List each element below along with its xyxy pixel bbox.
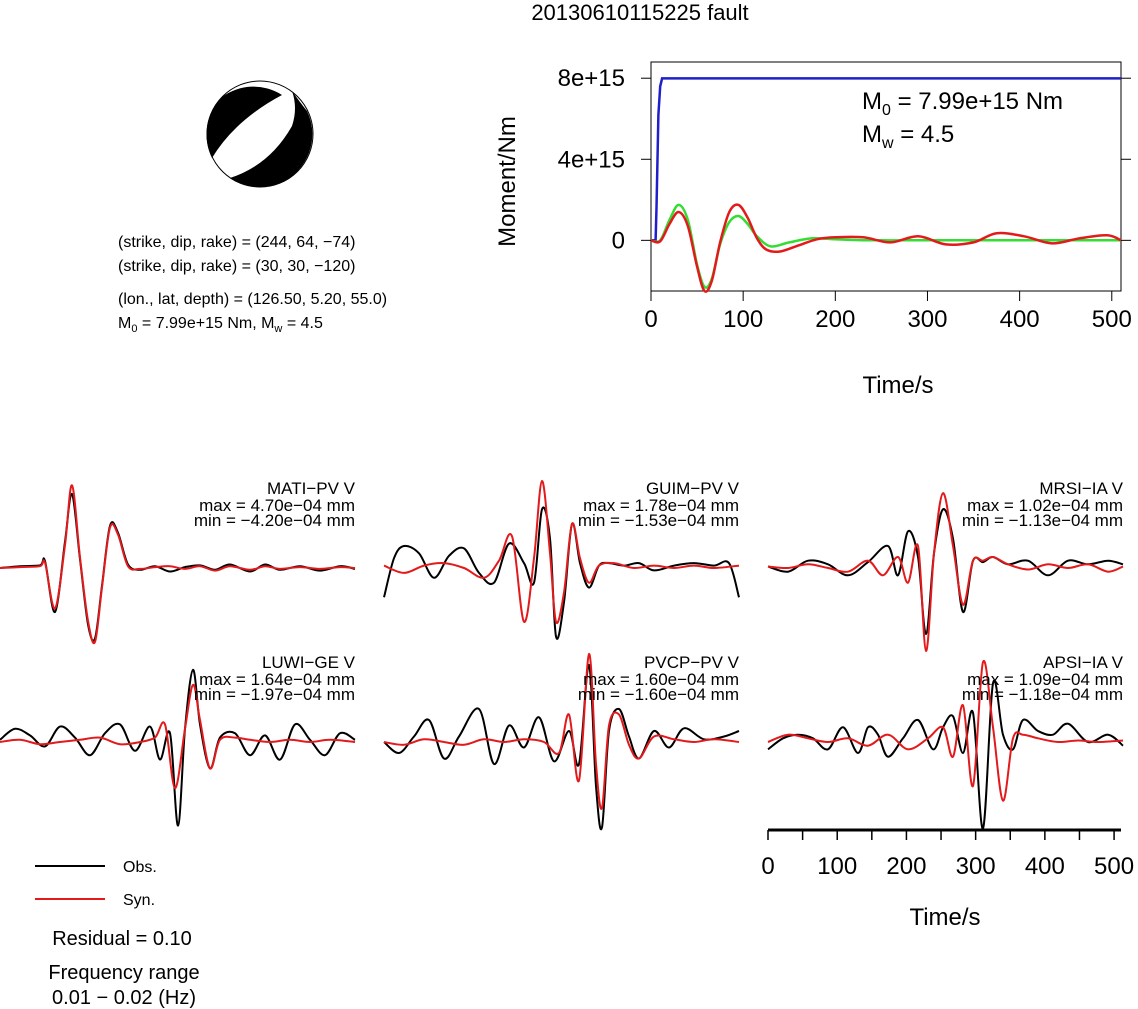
beachball xyxy=(206,80,314,188)
moment-x-tick-label: 400 xyxy=(1000,306,1040,333)
max-amplitude-label: max = 1.78e−04 mm xyxy=(583,496,739,515)
beachball-compressional-left xyxy=(206,86,282,158)
moment-x-tick-label: 300 xyxy=(907,306,947,333)
moment-y-tick-label: 0 xyxy=(612,227,625,254)
waveform-axis-tick-label: 100 xyxy=(817,853,857,880)
synthetic-trace xyxy=(0,683,356,790)
waveform-axis-tick-label: 400 xyxy=(1025,853,1065,880)
beachball-compressional-right xyxy=(230,91,313,188)
observed-trace xyxy=(767,508,1124,636)
moment-annotation-m0: M0 = 7.99e+15 Nm xyxy=(862,88,1063,119)
moment-panel: 0 100 200 300 400 500 0 4e+15 8e+15 Time/s Moment/… xyxy=(494,61,1132,399)
synthetic-trace xyxy=(0,484,356,645)
moment-y-axis-label: Moment/Nm xyxy=(494,116,521,247)
moment-y-tick-label: 8e+15 xyxy=(558,65,625,92)
residual-label: Residual = 0.10 xyxy=(52,928,192,950)
mechanism-magnitude: M0 = 7.99e+15 Nm, Mw = 4.5 xyxy=(118,315,323,335)
moment-x-tick-label: 200 xyxy=(815,306,855,333)
frequency-range-label: Frequency range xyxy=(48,962,199,984)
min-amplitude-label: min = −1.13e−04 mm xyxy=(962,511,1123,530)
legend: Obs. Syn. xyxy=(35,859,157,909)
moment-y-tick-label: 4e+15 xyxy=(558,146,625,173)
synthetic-trace xyxy=(767,492,1124,652)
waveform-axis-tick-label: 200 xyxy=(886,853,926,880)
synthetic-trace xyxy=(383,479,740,625)
synthetic-trace xyxy=(767,659,1124,802)
max-amplitude-label: max = 1.09e−04 mm xyxy=(967,670,1123,689)
station-label: LUWI−GE V xyxy=(262,653,356,672)
mechanism-location: (lon., lat, depth) = (126.50, 5.20, 55.0… xyxy=(118,291,387,308)
station-label: MATI−PV V xyxy=(267,479,356,498)
waveform-axis-tick-label: 0 xyxy=(761,853,774,880)
figure-title: 20130610115225 fault xyxy=(531,0,748,25)
max-amplitude-label: max = 1.02e−04 mm xyxy=(967,496,1123,515)
moment-plot-frame xyxy=(650,61,1122,292)
moment-x-tick-label: 500 xyxy=(1092,306,1132,333)
max-amplitude-label: max = 4.70e−04 mm xyxy=(199,496,355,515)
mechanism-plane2: (strike, dip, rake) = (30, 30, −120) xyxy=(118,258,355,275)
station-label: MRSI−IA V xyxy=(1039,479,1123,498)
moment-rate-obs-line xyxy=(650,203,1121,289)
min-amplitude-label: min = −1.53e−04 mm xyxy=(578,511,739,530)
synthetic-trace xyxy=(383,652,740,811)
waveform-axis-label: Time/s xyxy=(909,904,980,931)
legend-obs-label: Obs. xyxy=(123,859,157,876)
min-amplitude-label: min = −4.20e−04 mm xyxy=(194,511,355,530)
moment-rate-syn-line xyxy=(650,203,1122,293)
station-label: APSI−IA V xyxy=(1043,653,1124,672)
frequency-range-value: 0.01 − 0.02 (Hz) xyxy=(52,987,196,1009)
max-amplitude-label: max = 1.60e−04 mm xyxy=(583,670,739,689)
min-amplitude-label: min = −1.60e−04 mm xyxy=(578,685,739,704)
waveform-time-axis: 0 100 200 300 400 500 Time/s xyxy=(761,828,1134,931)
waveform-axis-tick-label: 300 xyxy=(956,853,996,880)
min-amplitude-label: min = −1.97e−04 mm xyxy=(194,685,355,704)
legend-syn-label: Syn. xyxy=(123,892,155,909)
station-label: PVCP−PV V xyxy=(644,653,740,672)
moment-cumulative-line xyxy=(651,77,1121,242)
moment-x-tick-label: 0 xyxy=(644,306,657,333)
max-amplitude-label: max = 1.64e−04 mm xyxy=(199,670,355,689)
waveform-axis-tick-label: 500 xyxy=(1094,853,1134,880)
mechanism-plane1: (strike, dip, rake) = (244, 64, −74) xyxy=(118,234,355,251)
observed-trace xyxy=(767,679,1124,830)
moment-x-tick-label: 100 xyxy=(723,306,763,333)
observed-trace xyxy=(0,668,356,827)
moment-x-axis-label: Time/s xyxy=(862,372,933,399)
observed-trace xyxy=(383,506,740,640)
min-amplitude-label: min = −1.18e−04 mm xyxy=(962,685,1123,704)
moment-annotation-mw: Mw = 4.5 xyxy=(862,121,954,152)
station-label: GUIM−PV V xyxy=(646,479,740,498)
mechanism-info: (strike, dip, rake) = (244, 64, −74) (st… xyxy=(118,234,387,335)
